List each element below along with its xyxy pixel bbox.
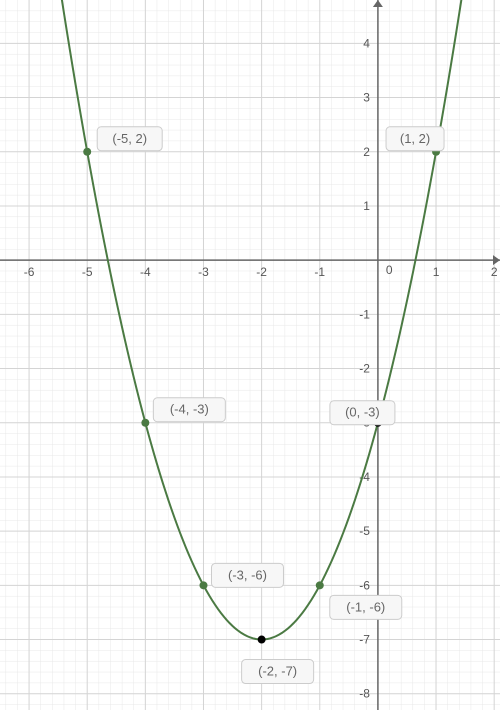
- axis-tick-label: 2: [363, 145, 370, 159]
- point-label-text: (-2, -7): [258, 664, 297, 679]
- data-point: [199, 581, 207, 589]
- axis-tick-label: -2: [256, 265, 267, 279]
- parabola-chart: -6-5-4-3-2-1012-8-7-6-5-4-3-2-11234(-5, …: [0, 0, 500, 710]
- axis-tick-label: -5: [359, 524, 370, 538]
- point-label: (-1, -6): [330, 595, 402, 619]
- point-label-text: (1, 2): [400, 131, 430, 146]
- axis-tick-label: -5: [82, 265, 93, 279]
- data-point: [258, 636, 266, 644]
- axis-tick-label: -3: [198, 265, 209, 279]
- point-label-text: (-4, -3): [170, 402, 209, 417]
- point-label-text: (-1, -6): [346, 599, 385, 614]
- point-label: (-2, -7): [242, 660, 314, 684]
- axis-tick-label: 4: [363, 36, 370, 50]
- point-label-text: (-3, -6): [228, 567, 267, 582]
- axis-tick-label: 3: [363, 91, 370, 105]
- axis-tick-label: -8: [359, 687, 370, 701]
- axis-tick-label: -6: [359, 578, 370, 592]
- point-label-text: (0, -3): [345, 405, 380, 420]
- axis-tick-label: -6: [24, 265, 35, 279]
- data-point: [83, 148, 91, 156]
- axis-tick-label: 0: [386, 263, 393, 277]
- axis-tick-label: -7: [359, 633, 370, 647]
- axis-tick-label: 2: [491, 265, 498, 279]
- data-point: [316, 581, 324, 589]
- axis-tick-label: 1: [363, 199, 370, 213]
- axis-tick-label: -2: [359, 362, 370, 376]
- axis-tick-label: 1: [433, 265, 440, 279]
- point-label: (0, -3): [330, 401, 395, 425]
- point-label: (-4, -3): [153, 398, 225, 422]
- axis-tick-label: -1: [314, 265, 325, 279]
- point-label: (-3, -6): [211, 563, 283, 587]
- axis-tick-label: -4: [140, 265, 151, 279]
- point-label: (1, 2): [386, 127, 444, 151]
- axis-tick-label: -1: [359, 307, 370, 321]
- point-label-text: (-5, 2): [112, 131, 147, 146]
- point-label: (-5, 2): [97, 127, 162, 151]
- graph-container: -6-5-4-3-2-1012-8-7-6-5-4-3-2-11234(-5, …: [0, 0, 500, 710]
- data-point: [141, 419, 149, 427]
